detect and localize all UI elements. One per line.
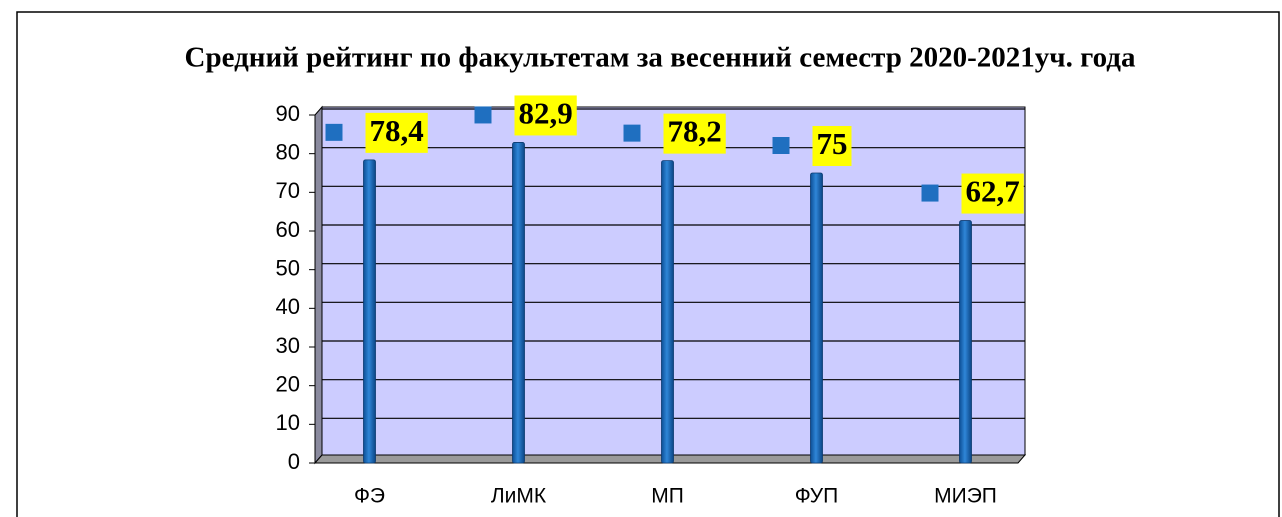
value-label-bg — [663, 113, 726, 154]
value-label: 62,7 — [966, 174, 1020, 209]
x-tick-label: МИЭП — [934, 485, 997, 508]
value-label-bg — [812, 126, 852, 166]
y-tick-label: 70 — [276, 178, 300, 203]
value-label-bg — [365, 112, 428, 153]
bar — [810, 172, 823, 464]
value-label-bg — [514, 95, 577, 136]
bar — [661, 160, 674, 464]
value-marker — [772, 137, 790, 154]
y-tick-label: 0 — [288, 449, 300, 474]
value-label: 78,2 — [668, 114, 722, 149]
bar — [959, 220, 972, 464]
y-tick-label: 80 — [276, 139, 300, 164]
y-tick-label: 60 — [276, 217, 300, 242]
x-tick-label: ФУП — [795, 485, 838, 508]
y-tick-label: 20 — [276, 371, 300, 396]
x-tick-label: МП — [651, 485, 684, 508]
value-label-bg — [961, 173, 1024, 214]
y-tick-label: 10 — [276, 410, 300, 435]
value-marker — [474, 106, 492, 124]
value-label: 75 — [817, 126, 848, 161]
left-wall — [314, 105, 323, 465]
y-tick-label: 90 — [276, 101, 300, 126]
value-marker — [921, 184, 939, 202]
bar — [363, 159, 376, 464]
y-tick-label: 40 — [276, 294, 300, 319]
chart-title: Средний рейтинг по факультетам за весенн… — [185, 42, 1136, 74]
value-marker — [623, 124, 641, 142]
value-label: 78,4 — [370, 113, 424, 148]
x-tick-label: ЛиМК — [491, 485, 547, 508]
y-tick-label: 30 — [276, 333, 300, 358]
x-tick-label: ФЭ — [354, 485, 385, 508]
value-marker — [325, 123, 343, 141]
bar — [512, 142, 525, 464]
value-label: 82,9 — [519, 96, 573, 131]
y-tick-label: 50 — [276, 255, 300, 280]
